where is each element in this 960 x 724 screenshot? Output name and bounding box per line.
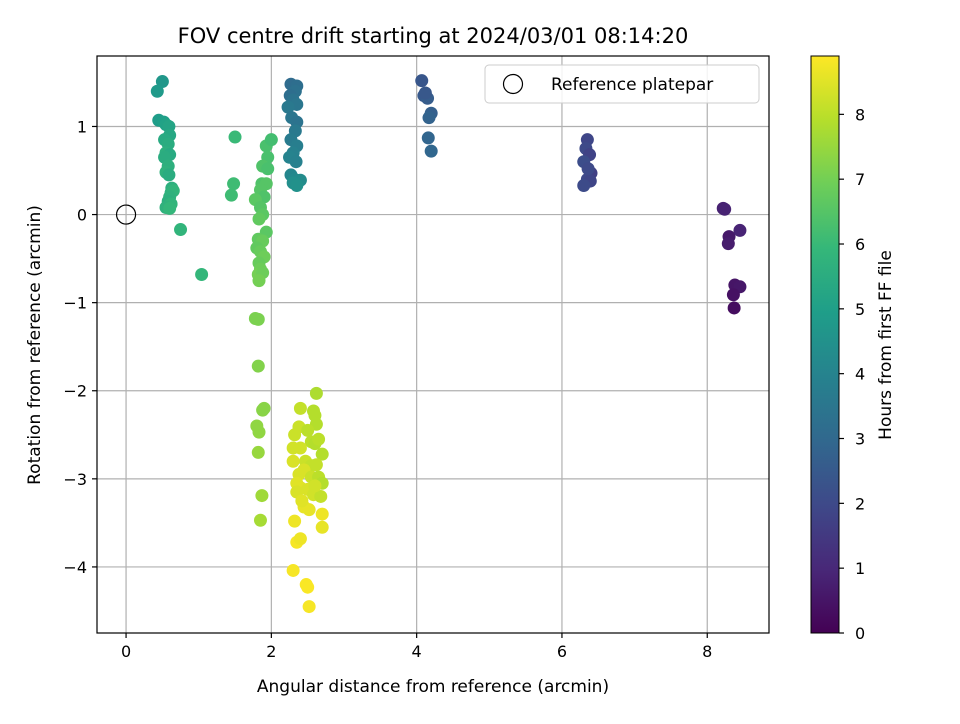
data-point xyxy=(228,130,242,144)
colorbar-gradient xyxy=(810,55,840,634)
data-point xyxy=(288,428,302,442)
data-point xyxy=(150,84,164,98)
legend: Reference platepar xyxy=(484,64,760,104)
data-point xyxy=(251,312,265,326)
data-point xyxy=(726,288,740,302)
legend-box xyxy=(484,64,760,104)
data-point xyxy=(281,100,295,114)
colorbar-label: Hours from first FF file xyxy=(876,250,896,440)
reference-marker xyxy=(115,204,137,225)
plot-frame xyxy=(96,55,770,634)
legend-reference-marker xyxy=(502,73,524,95)
chart-title: FOV centre drift starting at 2024/03/01 … xyxy=(178,24,689,48)
data-point xyxy=(261,162,275,176)
data-point xyxy=(312,432,326,446)
grid-lines xyxy=(97,56,769,633)
data-point xyxy=(288,514,302,528)
data-point xyxy=(733,223,747,237)
colorbar-tick-label: 4 xyxy=(855,365,865,384)
colorbar-tick-label: 5 xyxy=(855,300,865,319)
data-point xyxy=(293,441,307,455)
data-point xyxy=(174,223,188,237)
data-point xyxy=(301,580,315,594)
data-point xyxy=(315,447,329,461)
data-point xyxy=(289,155,303,169)
reference-platepar-point xyxy=(115,204,137,225)
x-tick-label: 2 xyxy=(266,642,276,661)
data-point xyxy=(195,267,209,281)
data-point xyxy=(309,458,323,472)
data-point xyxy=(314,489,328,503)
data-point xyxy=(162,168,176,182)
data-point xyxy=(290,178,304,192)
data-point xyxy=(309,386,323,400)
data-point xyxy=(253,513,267,527)
data-point xyxy=(302,503,316,517)
data-point xyxy=(293,401,307,415)
data-point xyxy=(227,177,241,191)
y-axis-label: Rotation from reference (arcmin) xyxy=(25,205,45,485)
data-point xyxy=(224,188,238,202)
y-tick-label: −3 xyxy=(63,470,87,489)
data-point xyxy=(424,144,438,158)
data-point xyxy=(315,507,329,521)
colorbar-tick-label: 0 xyxy=(855,624,865,643)
legend-entry-reference-platepar: Reference platepar xyxy=(551,75,713,95)
x-tick-label: 4 xyxy=(412,642,422,661)
x-axis-label: Angular distance from reference (arcmin) xyxy=(257,677,609,697)
data-point xyxy=(422,111,436,125)
data-point xyxy=(315,520,329,534)
colorbar-tick-label: 8 xyxy=(855,105,865,124)
data-point xyxy=(727,301,741,315)
data-point xyxy=(301,423,315,437)
y-tick-label: 1 xyxy=(77,117,87,136)
y-tick-label: −2 xyxy=(63,382,87,401)
data-point xyxy=(418,86,432,100)
data-point xyxy=(264,133,278,147)
x-tick-label: 6 xyxy=(557,642,567,661)
colorbar-ticks: 0 1 2 3 4 5 6 7 8 xyxy=(839,105,865,643)
colorbar-tick-label: 6 xyxy=(855,235,865,254)
data-point xyxy=(251,359,265,373)
data-point xyxy=(421,131,435,145)
data-point xyxy=(581,162,595,176)
data-point xyxy=(255,489,269,503)
data-points xyxy=(150,74,747,614)
data-point xyxy=(256,403,270,417)
data-point xyxy=(251,445,265,459)
data-point xyxy=(577,178,591,192)
data-point xyxy=(286,454,300,468)
y-tick-label: 0 xyxy=(77,206,87,225)
data-point xyxy=(252,212,266,226)
colorbar-tick-label: 3 xyxy=(855,430,865,449)
data-point xyxy=(718,202,732,216)
data-point xyxy=(286,563,300,577)
axes: 0 2 4 6 8 −4 −3 −2 −1 0 1 xyxy=(63,55,770,661)
colorbar: 0 1 2 3 4 5 6 7 8 Hours from first FF file xyxy=(810,55,896,643)
data-point xyxy=(308,479,322,493)
y-tick-label: −1 xyxy=(63,294,87,313)
data-point xyxy=(295,494,309,508)
data-point xyxy=(302,600,316,614)
data-point xyxy=(155,75,169,89)
colorbar-tick-label: 2 xyxy=(855,494,865,513)
data-point xyxy=(415,74,429,88)
x-tick-label: 8 xyxy=(702,642,712,661)
data-point xyxy=(252,274,266,288)
data-point xyxy=(721,237,735,251)
y-tick-label: −4 xyxy=(63,558,87,577)
colorbar-tick-label: 7 xyxy=(855,170,865,189)
colorbar-tick-label: 1 xyxy=(855,559,865,578)
x-tick-label: 0 xyxy=(121,642,131,661)
data-point xyxy=(252,425,266,439)
data-point xyxy=(293,532,307,546)
data-point xyxy=(163,201,177,215)
